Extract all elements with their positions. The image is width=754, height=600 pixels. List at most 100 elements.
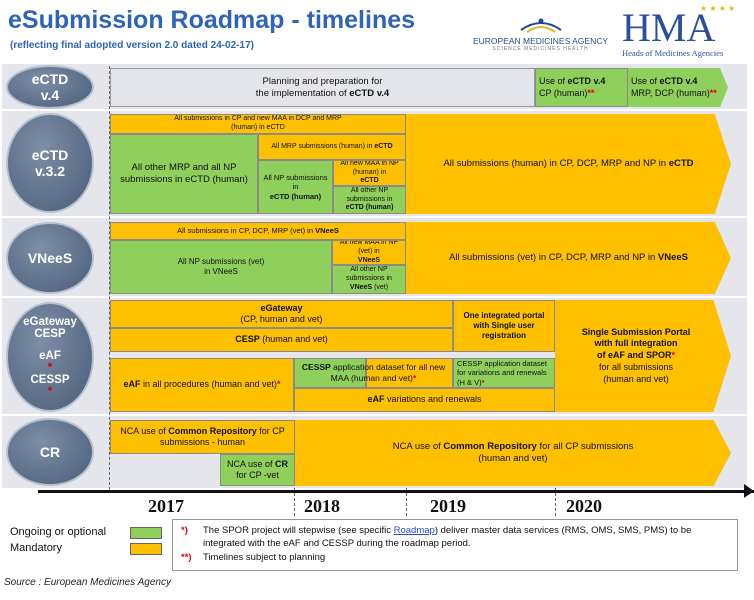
cr-final-arrow: NCA use of Common Repository for all CP … bbox=[295, 420, 731, 486]
cessp-new-maa-text: CESSP application dataset for all new MA… bbox=[294, 362, 453, 383]
star-ring-icon: ★ ★ ★ ★ bbox=[700, 4, 736, 13]
vnees-all-np-box: All NP submissions (vet) in VNeeS bbox=[110, 240, 332, 294]
ectd32-other-mrp-text: All other MRP and all NP submissions in … bbox=[120, 162, 248, 185]
cesp-box: CESP (human and vet) bbox=[110, 328, 453, 352]
oval-egateway: eGateway CESP eAF * CESSP * bbox=[6, 302, 94, 412]
eaf-all-box: eAF in all procedures (human and vet)* bbox=[110, 358, 294, 412]
vnees-other-np-bold: VNeeS bbox=[349, 283, 373, 291]
note1-text-a: The SPOR project will stepwise (see spec… bbox=[203, 525, 391, 536]
year-2020: 2020 bbox=[566, 496, 602, 516]
note1-mark: *) bbox=[181, 525, 188, 536]
hma-logo: HMA Heads of Medicines Agencies bbox=[622, 8, 750, 59]
ectd32-other-mrp-box: All other MRP and all NP submissions in … bbox=[110, 134, 258, 214]
legend-ongoing-label: Ongoing or optional bbox=[10, 526, 107, 538]
year-2019: 2019 bbox=[430, 496, 466, 516]
cessp-new-maa-rest: application dataset for all new MAA (hum… bbox=[330, 362, 446, 383]
cr-nca-vet-box: NCA use of CR for CP -vet bbox=[220, 454, 295, 486]
ectd32-all-mrp-prefix: All MRP submissions (human) in bbox=[271, 142, 373, 150]
cessp-green-part bbox=[294, 358, 366, 388]
vnees-final-arrow: All submissions (vet) in CP, DCP, MRP an… bbox=[406, 222, 731, 294]
cr-final-line2: (human and vet) bbox=[478, 453, 548, 464]
eaf-variations-box: eAF variations and renewals bbox=[294, 388, 555, 412]
oval-vnees: VNeeS bbox=[6, 222, 94, 294]
cesp-line: CESP (human and vet) bbox=[235, 334, 328, 345]
legend-ongoing-swatch bbox=[130, 527, 162, 539]
cesp-rest: (human and vet) bbox=[262, 334, 328, 345]
oval-cessp-label: CESSP bbox=[30, 374, 70, 386]
ectd4-use-mrp-line2-text: MRP, DCP (human) bbox=[631, 87, 710, 98]
cr-nca-human-line1: NCA use of Common Repository for CP bbox=[120, 426, 285, 437]
cessp-new-maa-bold: CESSP bbox=[301, 362, 331, 373]
cr-nca-human-box: NCA use of Common Repository for CP subm… bbox=[110, 420, 295, 454]
cr-nca-human-rest: for CP bbox=[259, 425, 285, 436]
ectd32-other-np-box: All other NP submissions in eCTD (human) bbox=[333, 186, 406, 214]
oval-egateway-line2: CESP bbox=[34, 328, 66, 340]
oval-ectd4-line1: eCTD bbox=[31, 71, 69, 87]
vnees-all-np-line2: in VNeeS bbox=[204, 267, 238, 276]
oval-ectd32-line2: v.3.2 bbox=[34, 163, 66, 179]
year-2017: 2017 bbox=[148, 496, 184, 516]
egateway-title: eGateway bbox=[260, 302, 303, 313]
oval-cessp-star: * bbox=[47, 386, 53, 398]
ectd32-final-text: All submissions (human) in CP, DCP, MRP … bbox=[443, 157, 667, 169]
oval-cr-label: CR bbox=[39, 444, 61, 460]
cessp-variations-label: CESSP application dataset for variations… bbox=[457, 358, 547, 387]
ectd32-all-cp-new-line2: (human) in eCTD bbox=[231, 124, 285, 131]
roadmap-link[interactable]: Roadmap bbox=[393, 525, 435, 536]
oval-cr: CR bbox=[6, 418, 94, 486]
single-portal-arrow: Single Submission Portal with full integ… bbox=[555, 300, 731, 412]
oval-vnees-label: VNeeS bbox=[27, 250, 73, 266]
ectd4-use-cp-line2-text: CP (human) bbox=[539, 87, 588, 98]
ssp-line4: for all submissions bbox=[598, 361, 674, 372]
integrated-portal-box: One integrated portal with Single user r… bbox=[453, 300, 555, 352]
oval-eaf-label: eAF bbox=[39, 350, 61, 362]
cessp-new-maa-label: CESSP application dataset for all new MA… bbox=[294, 358, 453, 388]
ectd32-all-cp-new-box: All submissions in CP and new MAA in DCP… bbox=[110, 114, 406, 134]
vnees-all-cp-box: All submissions in CP, DCP, MRP (vet) in… bbox=[110, 222, 406, 240]
oval-ectd32: eCTD v.3.2 bbox=[6, 113, 94, 213]
cr-final-line1: NCA use of Common Repository for all CP … bbox=[393, 441, 634, 453]
vnees-other-np-end: (vet) bbox=[374, 283, 389, 291]
ectd32-all-np-bold: eCTD (human) bbox=[269, 191, 322, 201]
ectd32-new-maa-np-text: All new MAA in NP (human) in bbox=[340, 160, 399, 176]
vnees-final-text: All submissions (vet) in CP, DCP, MRP an… bbox=[448, 251, 656, 263]
ectd4-use-cp-box: Use of eCTD v.4 CP (human)** bbox=[535, 68, 628, 107]
cr-final-bold: Common Repository bbox=[443, 440, 537, 452]
vnees-other-np-text: All other NP submissions in bbox=[346, 266, 392, 283]
ectd4-use-mrp-line2: MRP, DCP (human)** bbox=[631, 88, 717, 100]
oval-eaf-star: * bbox=[47, 362, 53, 374]
ssp-line5: (human and vet) bbox=[603, 373, 669, 384]
note2-text: Timelines subject to planning bbox=[203, 552, 326, 563]
vnees-other-np-box: All other NP submissions in VNeeS (vet) bbox=[332, 265, 406, 294]
cessp-variations-text: CESSP application dataset for variations… bbox=[457, 359, 551, 387]
ssp-star: * bbox=[671, 350, 676, 361]
eaf-variations-rest: variations and renewals bbox=[386, 394, 482, 405]
cr-nca-vet-bold: CR bbox=[275, 458, 289, 469]
ectd4-use-mrp-star: ** bbox=[709, 87, 717, 98]
eaf-variations-bold: eAF bbox=[367, 394, 385, 405]
separator-2019 bbox=[406, 488, 407, 516]
ectd32-all-cp-new-line1: All submissions in CP and new MAA in DCP… bbox=[174, 115, 342, 123]
note2-mark: **) bbox=[181, 552, 192, 563]
ssp-line1: Single Submission Portal bbox=[581, 326, 691, 337]
integrated-portal-text: One integrated portal with Single user r… bbox=[463, 311, 545, 340]
oval-eaf-line: eAF * bbox=[39, 350, 61, 374]
page-title: eSubmission Roadmap - timelines bbox=[8, 6, 416, 34]
ectd4-use-cp-line1: Use of eCTD v.4 bbox=[539, 76, 605, 87]
ectd4-use-cp-line2: CP (human)** bbox=[539, 88, 594, 99]
ema-logo: EUROPEAN MEDICINES AGENCY SCIENCE MEDICI… bbox=[468, 14, 613, 52]
hma-name: Heads of Medicines Agencies bbox=[622, 48, 724, 58]
eaf-all-rest: in all procedures (human and vet) bbox=[142, 379, 278, 390]
oval-egateway-line1: eGateway bbox=[23, 316, 77, 328]
ectd32-all-mrp-line: All MRP submissions (human) in eCTD bbox=[271, 143, 392, 152]
ectd32-all-mrp-bold: eCTD bbox=[374, 142, 393, 150]
note1-line1: The SPOR project will stepwise (see spec… bbox=[203, 525, 691, 536]
oval-cessp-line: CESSP * bbox=[31, 374, 70, 398]
separator-2018 bbox=[294, 488, 295, 516]
ectd32-other-np-text: All other NP submissions in bbox=[346, 186, 393, 203]
ema-emblem-icon bbox=[468, 14, 613, 36]
ectd4-use-mrp-line1: Use of eCTD v.4 bbox=[631, 76, 697, 88]
ectd4-use-mrp-arrow: Use of eCTD v.4 MRP, DCP (human)** bbox=[628, 68, 728, 107]
ectd32-new-maa-np-bold: eCTD bbox=[360, 177, 379, 185]
eaf-all-bold: eAF bbox=[123, 379, 141, 390]
